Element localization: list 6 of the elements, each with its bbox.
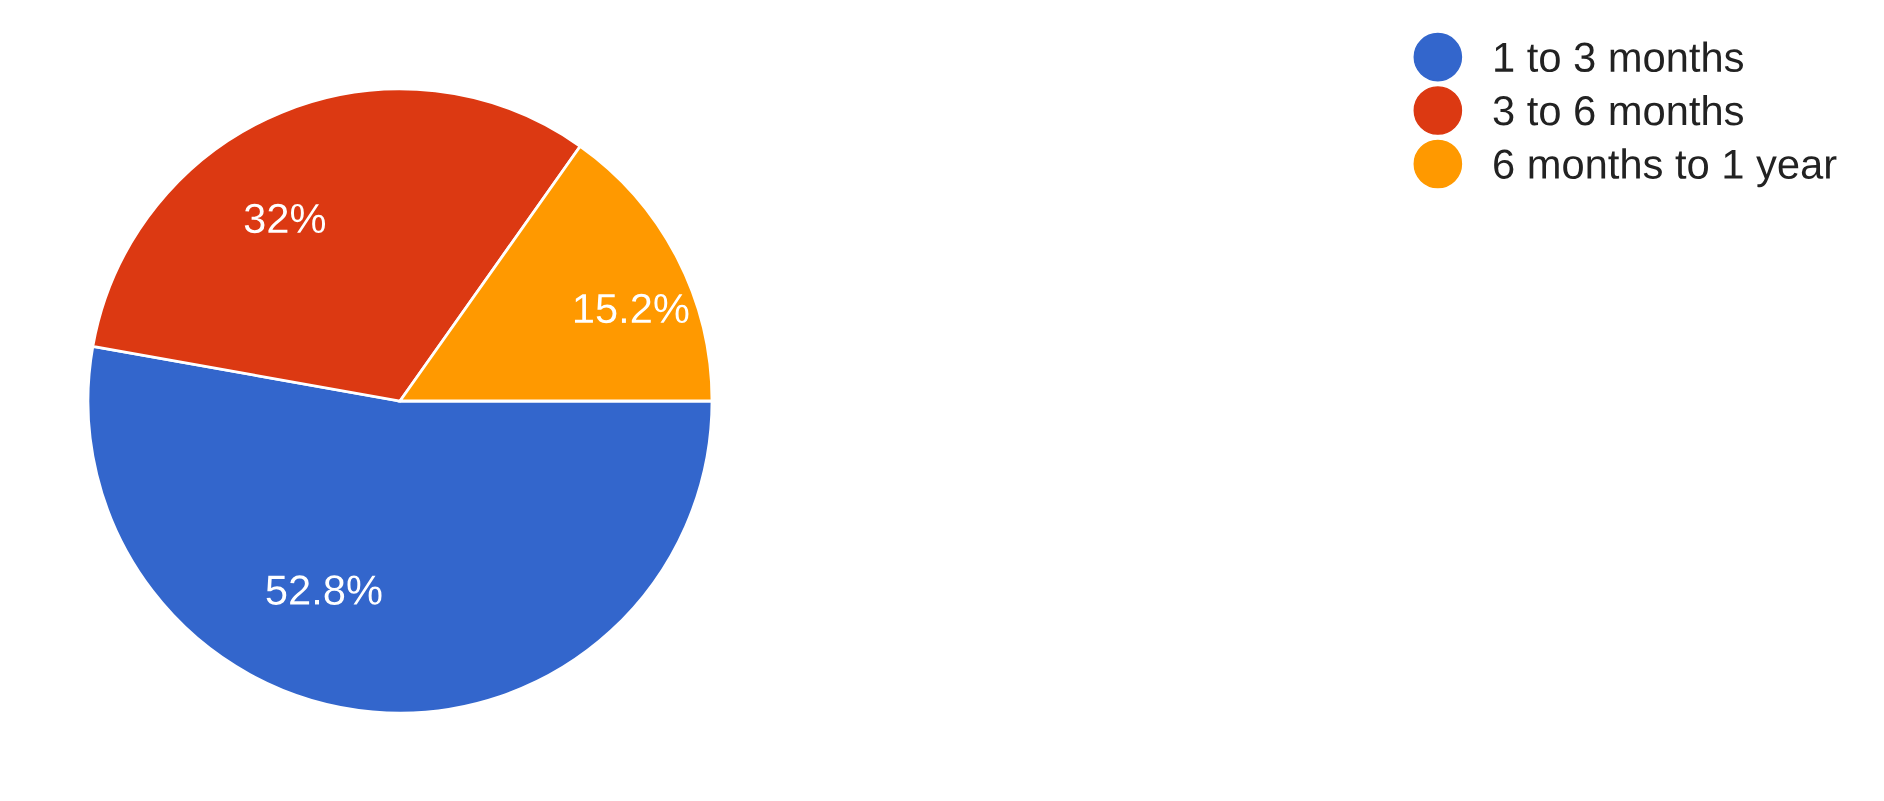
legend-label: 1 to 3 months: [1495, 41, 1743, 73]
legend-label: 3 to 6 months: [1493, 94, 1743, 126]
data-label: 52.8%: [266, 575, 382, 605]
legend-label: 6 months to 1 year: [1494, 148, 1837, 188]
data-label: 32%: [244, 203, 326, 234]
data-label: 15.2%: [574, 293, 689, 324]
